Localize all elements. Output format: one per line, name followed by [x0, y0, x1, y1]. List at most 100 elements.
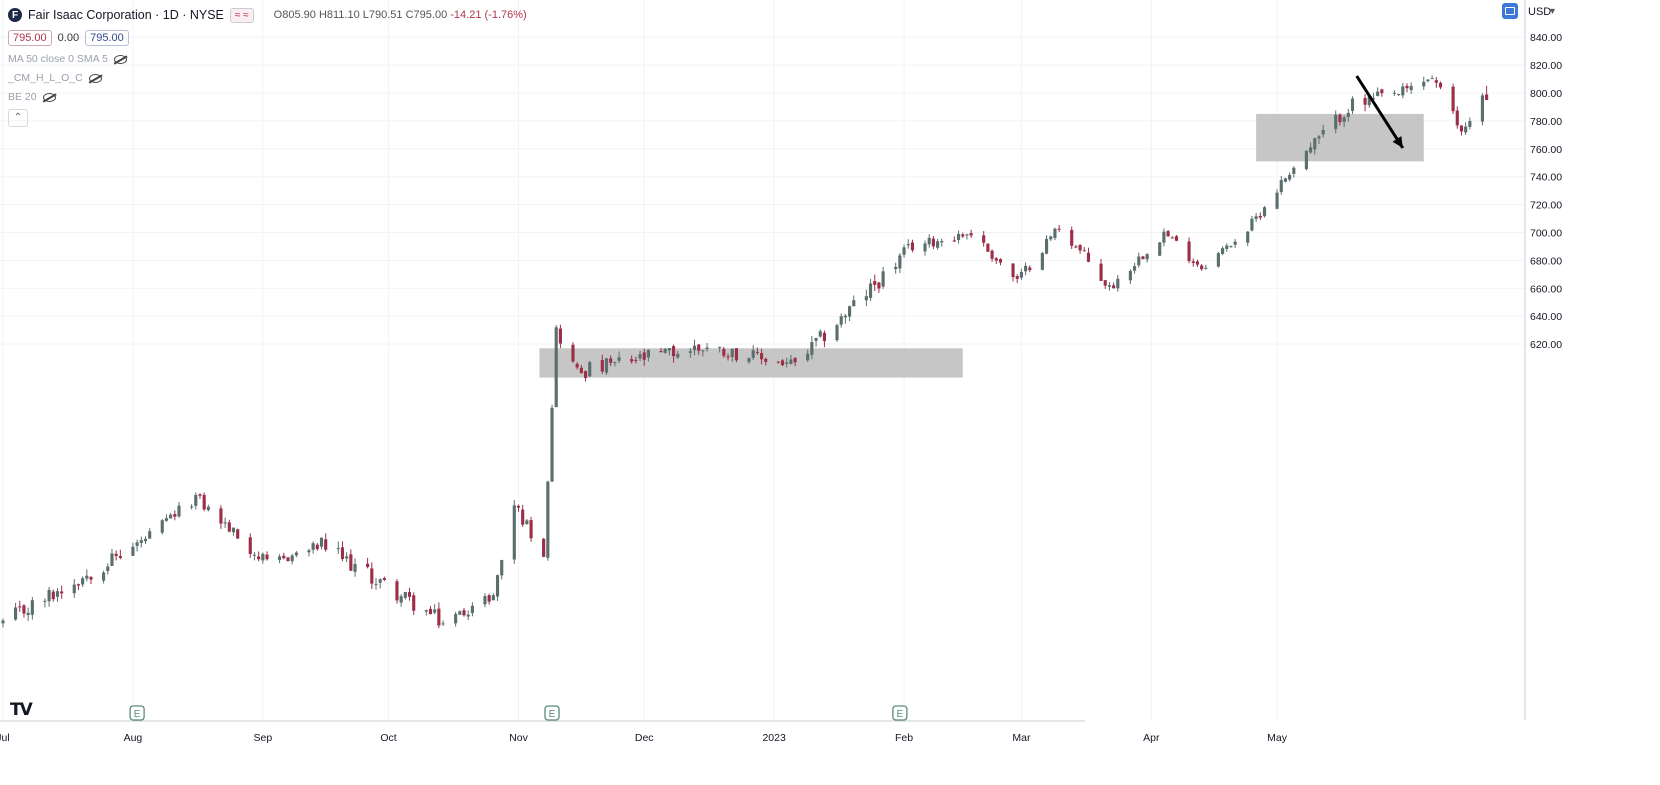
- candle-body: [22, 605, 26, 614]
- candle-body: [319, 537, 324, 547]
- price-zone: [539, 348, 963, 378]
- candle-body: [72, 584, 76, 594]
- candle-body: [76, 584, 81, 586]
- y-tick-label: 700.00: [1530, 228, 1562, 240]
- trade-row: 795.00 0.00 795.00: [8, 30, 527, 46]
- candle-body: [1078, 245, 1082, 251]
- candle-body: [760, 353, 764, 360]
- candle-body: [470, 605, 474, 614]
- candle-body: [910, 242, 915, 251]
- candle-body: [1451, 86, 1455, 112]
- candle-body: [160, 520, 164, 533]
- candle-body: [1313, 138, 1317, 150]
- candle-body: [194, 494, 198, 506]
- candle-body: [1262, 207, 1267, 217]
- eye-hidden-icon[interactable]: [113, 54, 127, 64]
- candle-body: [1099, 263, 1103, 281]
- y-tick-label: 840.00: [1530, 32, 1562, 44]
- candle-body: [697, 344, 701, 351]
- close-value: C795.00: [405, 9, 448, 21]
- indicator-row[interactable]: _CM_H_L_O_C: [8, 72, 527, 84]
- candle-body: [1459, 125, 1464, 132]
- candle-body: [219, 508, 223, 524]
- y-tick-label: 720.00: [1530, 200, 1562, 212]
- symbol-title[interactable]: Fair Isaac Corporation · 1D · NYSE: [28, 8, 224, 22]
- candle-body: [780, 360, 785, 366]
- candle-body: [1195, 261, 1200, 265]
- candle-body: [1225, 245, 1229, 249]
- candle-body: [1338, 114, 1342, 123]
- earnings-icon: [892, 705, 908, 721]
- candle-body: [412, 595, 416, 611]
- candle-body: [173, 514, 177, 517]
- candle-body: [516, 505, 521, 508]
- market-status-badge[interactable]: ≈ ≈: [229, 7, 254, 23]
- candle-body: [659, 351, 663, 353]
- candle-body: [366, 563, 370, 568]
- candle-body: [131, 546, 135, 556]
- candle-body: [399, 596, 403, 603]
- earnings-icon-label: E: [549, 709, 556, 720]
- candle-body: [1346, 112, 1350, 117]
- currency-toggle-icon[interactable]: [1502, 3, 1518, 19]
- candle-body: [542, 538, 546, 557]
- candle-body: [902, 247, 906, 255]
- indicator-label: _CM_H_L_O_C: [8, 72, 83, 84]
- candle-body: [701, 350, 705, 352]
- candle-body: [1363, 97, 1367, 105]
- candle-body: [1049, 236, 1053, 240]
- candle-body: [558, 328, 562, 344]
- indicator-row[interactable]: BE 20: [8, 91, 527, 103]
- collapse-legend-button[interactable]: ⌃: [8, 109, 28, 127]
- candle-body: [789, 359, 793, 364]
- currency-label[interactable]: USD: [1528, 6, 1552, 18]
- candle-body: [433, 609, 437, 613]
- candle-body: [1112, 285, 1116, 289]
- candle-body: [667, 348, 671, 351]
- candle-body: [1216, 253, 1220, 267]
- candle-body: [441, 623, 445, 625]
- tradingview-logo[interactable]: TV: [10, 700, 33, 720]
- candle-body: [868, 283, 873, 298]
- candle-body: [370, 568, 374, 584]
- x-tick-label: Aug: [124, 732, 143, 744]
- candle-body: [864, 296, 868, 301]
- indicator-row[interactable]: MA 50 close 0 SMA 5: [8, 53, 527, 65]
- candle-body: [839, 316, 843, 325]
- candle-body: [848, 306, 852, 317]
- candle-body: [793, 358, 797, 363]
- buy-button[interactable]: 795.00: [85, 30, 129, 46]
- candle-body: [550, 407, 554, 482]
- candle-body: [894, 266, 898, 269]
- candle-body: [143, 538, 148, 542]
- candle-body: [998, 259, 1003, 263]
- candle-body: [688, 351, 692, 353]
- candle-body: [118, 556, 122, 558]
- eye-hidden-icon[interactable]: [42, 92, 56, 102]
- x-tick-label: Sep: [253, 732, 272, 744]
- candle-body: [604, 358, 609, 373]
- candle-body: [613, 362, 617, 364]
- candle-body: [202, 494, 206, 510]
- candle-body: [1128, 270, 1132, 281]
- candle-body: [1162, 231, 1166, 243]
- candle-body: [1170, 237, 1174, 239]
- candle-body: [1392, 92, 1396, 94]
- candle-body: [751, 350, 755, 358]
- y-tick-label: 740.00: [1530, 172, 1562, 184]
- candle-body: [1279, 180, 1283, 193]
- candle-body: [1137, 256, 1141, 266]
- candle-body: [135, 542, 139, 547]
- candle-body: [646, 350, 650, 358]
- eye-hidden-icon[interactable]: [88, 73, 102, 83]
- candle-body: [483, 596, 487, 605]
- candle-body: [1024, 265, 1028, 272]
- candle-body: [458, 611, 462, 615]
- candle-body: [730, 348, 734, 358]
- chevron-down-icon[interactable]: ▾: [1550, 6, 1556, 17]
- candle-body: [148, 531, 152, 539]
- sell-button[interactable]: 795.00: [8, 30, 52, 46]
- candle-body: [231, 527, 236, 533]
